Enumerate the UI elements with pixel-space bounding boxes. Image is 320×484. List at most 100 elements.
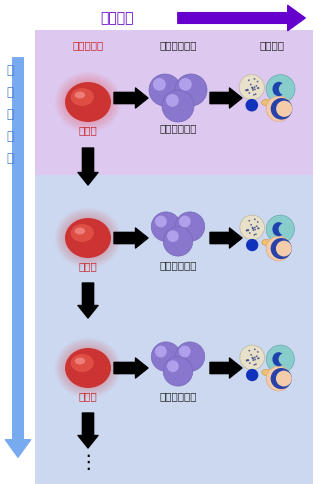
Circle shape xyxy=(278,223,291,235)
Text: 血液前駅細胞: 血液前駅細胞 xyxy=(159,40,197,50)
Circle shape xyxy=(255,233,257,235)
Ellipse shape xyxy=(262,99,271,106)
Circle shape xyxy=(248,79,250,81)
Ellipse shape xyxy=(59,76,117,128)
Circle shape xyxy=(252,229,254,231)
Circle shape xyxy=(255,93,257,95)
Circle shape xyxy=(246,369,258,381)
Ellipse shape xyxy=(262,369,271,376)
Circle shape xyxy=(252,227,253,228)
Circle shape xyxy=(271,238,292,259)
Ellipse shape xyxy=(71,224,94,242)
Circle shape xyxy=(179,346,191,357)
Circle shape xyxy=(252,359,254,361)
Circle shape xyxy=(254,359,256,361)
Circle shape xyxy=(245,90,247,91)
Text: 静止期: 静止期 xyxy=(79,391,97,401)
Text: 複: 複 xyxy=(6,107,13,121)
Text: 静止期: 静止期 xyxy=(79,261,97,271)
Circle shape xyxy=(256,226,258,227)
Circle shape xyxy=(254,229,256,230)
Ellipse shape xyxy=(65,218,111,258)
Text: 増殖サイクル: 増殖サイクル xyxy=(159,123,197,133)
Circle shape xyxy=(153,78,166,91)
Ellipse shape xyxy=(55,338,121,398)
Circle shape xyxy=(250,84,252,86)
Circle shape xyxy=(255,363,257,365)
Circle shape xyxy=(252,357,253,359)
Circle shape xyxy=(254,89,256,91)
Circle shape xyxy=(252,358,254,360)
Text: 増殖サイクル: 増殖サイクル xyxy=(159,391,197,401)
Circle shape xyxy=(163,227,193,256)
Circle shape xyxy=(252,88,254,90)
Text: 多分化能: 多分化能 xyxy=(100,11,133,25)
Circle shape xyxy=(279,83,292,95)
Circle shape xyxy=(252,227,253,229)
Circle shape xyxy=(266,75,295,104)
Circle shape xyxy=(276,241,292,257)
Circle shape xyxy=(249,362,251,364)
Circle shape xyxy=(246,229,248,231)
Circle shape xyxy=(254,348,256,350)
Circle shape xyxy=(249,232,251,234)
Ellipse shape xyxy=(57,210,119,266)
Circle shape xyxy=(266,345,294,373)
Circle shape xyxy=(254,218,256,220)
Circle shape xyxy=(175,342,205,371)
Circle shape xyxy=(256,85,257,87)
Circle shape xyxy=(175,74,207,106)
Circle shape xyxy=(252,228,254,230)
Ellipse shape xyxy=(75,227,85,235)
Circle shape xyxy=(253,364,255,366)
Circle shape xyxy=(257,358,259,359)
Circle shape xyxy=(266,96,292,121)
Circle shape xyxy=(278,353,291,365)
Circle shape xyxy=(253,234,255,236)
Circle shape xyxy=(248,350,250,351)
Circle shape xyxy=(247,229,249,231)
Circle shape xyxy=(245,90,247,91)
Circle shape xyxy=(276,101,292,117)
Circle shape xyxy=(246,360,248,362)
Circle shape xyxy=(247,89,249,91)
Circle shape xyxy=(252,87,253,89)
Circle shape xyxy=(254,86,255,88)
Circle shape xyxy=(266,215,294,243)
Circle shape xyxy=(155,346,167,357)
Bar xyxy=(35,175,313,484)
Circle shape xyxy=(253,94,255,96)
Circle shape xyxy=(175,212,205,242)
Circle shape xyxy=(151,342,181,371)
Ellipse shape xyxy=(61,344,115,392)
Ellipse shape xyxy=(63,80,113,124)
Text: 増殖サイクル: 増殖サイクル xyxy=(159,260,197,270)
Ellipse shape xyxy=(65,348,111,388)
Circle shape xyxy=(179,215,191,227)
Circle shape xyxy=(246,239,258,251)
Circle shape xyxy=(248,220,250,222)
Circle shape xyxy=(252,357,253,359)
Ellipse shape xyxy=(272,222,285,236)
Ellipse shape xyxy=(57,74,119,130)
Text: 造血幹細胞: 造血幹細胞 xyxy=(72,40,104,50)
Circle shape xyxy=(247,360,249,361)
Circle shape xyxy=(167,230,179,242)
Circle shape xyxy=(266,366,291,391)
Circle shape xyxy=(257,221,259,223)
Circle shape xyxy=(256,355,258,357)
Ellipse shape xyxy=(65,82,111,122)
Ellipse shape xyxy=(272,352,285,366)
Text: 己: 己 xyxy=(6,86,13,99)
Circle shape xyxy=(240,345,265,370)
Circle shape xyxy=(271,368,292,389)
Circle shape xyxy=(247,359,249,361)
Circle shape xyxy=(257,87,259,89)
Text: 製: 製 xyxy=(6,130,13,142)
Circle shape xyxy=(151,212,181,242)
Ellipse shape xyxy=(75,91,85,99)
Circle shape xyxy=(258,227,260,229)
Circle shape xyxy=(239,75,264,100)
Circle shape xyxy=(155,215,167,227)
Ellipse shape xyxy=(75,358,85,364)
